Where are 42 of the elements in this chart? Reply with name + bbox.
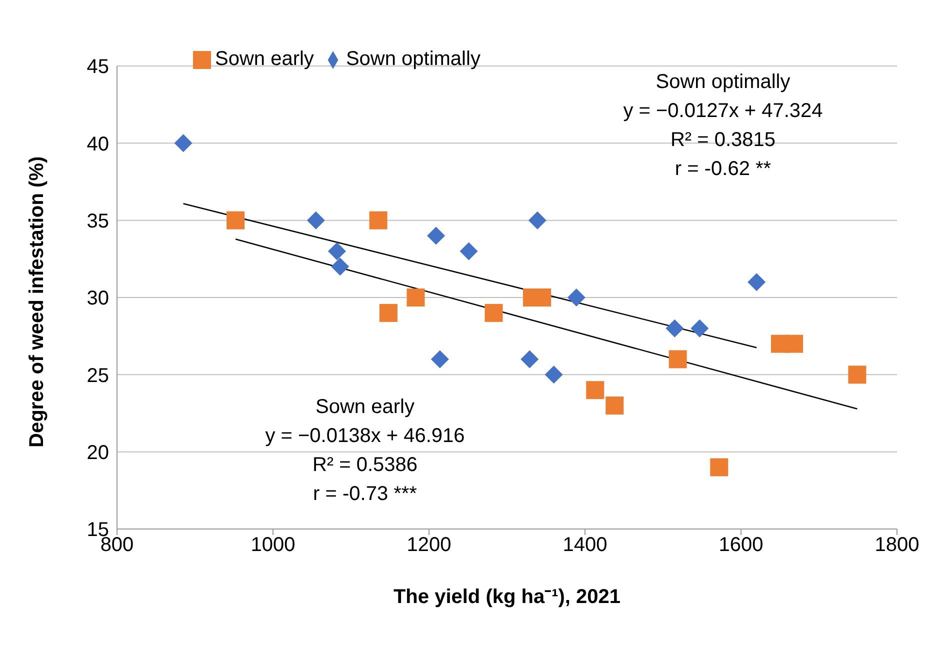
point (430, 350, 449, 368)
annotation: Sown early y = −0.0138x + 46.916 R² = 0.5386 r = -0.73 *** (265, 395, 465, 507)
legend-label: Sown optimally (346, 48, 480, 70)
point (306, 211, 325, 230)
y-tick-label: 35 (86, 210, 109, 232)
point (226, 211, 245, 230)
point (520, 350, 539, 368)
point (710, 458, 728, 476)
x-axis-title: The yield (kg ha⁻¹), 2021 (393, 586, 621, 608)
point (848, 366, 866, 384)
point (331, 258, 350, 276)
x-tick-label: 1800 (874, 534, 920, 556)
point (544, 366, 563, 384)
point (668, 350, 687, 368)
y-tick-label: 25 (86, 364, 109, 387)
y-axis-title: Degree of weed infestation (%) (26, 156, 48, 448)
y-tick-label: 45 (86, 56, 109, 78)
point (328, 242, 346, 260)
point (690, 319, 709, 338)
point (785, 334, 804, 353)
x-tick-label: 1400 (562, 534, 608, 556)
point (484, 304, 503, 322)
point (174, 134, 192, 152)
x-tick-label: 1200 (406, 534, 452, 556)
y-tick-label: 40 (86, 133, 109, 156)
y-tick-label: 30 (86, 288, 109, 310)
point (427, 226, 446, 245)
point (460, 242, 478, 260)
legend-label: Sown early (215, 48, 314, 70)
point (528, 211, 546, 230)
point (379, 304, 398, 322)
x-tick-label: 1000 (250, 534, 296, 556)
point (606, 396, 624, 415)
x-tick-label: 1600 (718, 534, 764, 556)
point (748, 273, 766, 292)
point (567, 288, 586, 306)
point (586, 381, 604, 400)
annotation: Sown optimally y = −0.0127x + 47.324 R² = 0.3815 r = -0.62 ** (623, 70, 823, 182)
point (369, 211, 388, 230)
y-tick-label: 20 (86, 442, 109, 464)
point (406, 288, 425, 306)
point (666, 319, 684, 338)
